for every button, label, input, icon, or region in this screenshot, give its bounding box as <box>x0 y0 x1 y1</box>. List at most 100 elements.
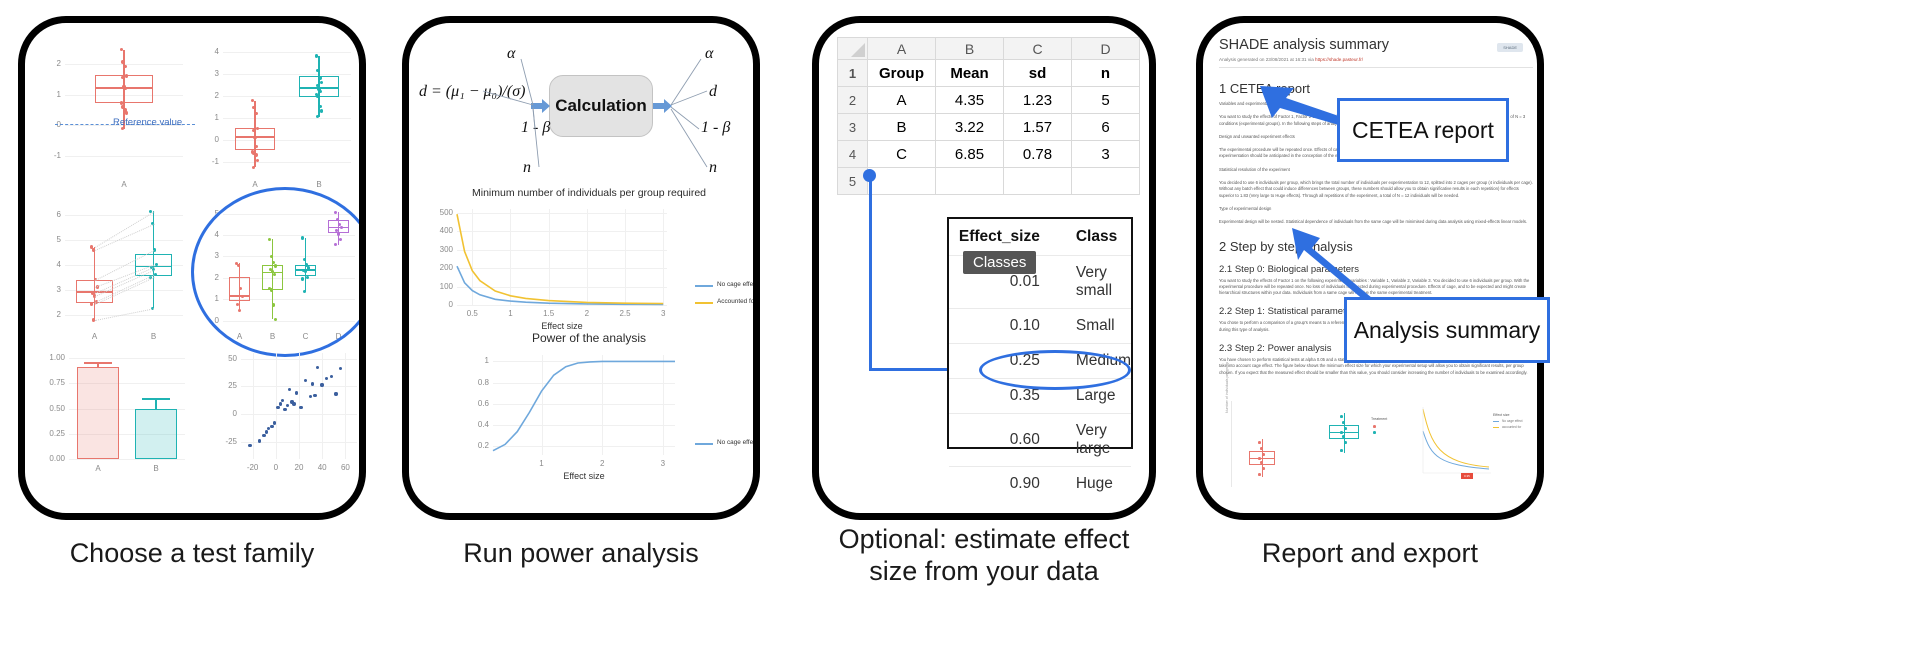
output-symbol-3: n <box>709 159 717 176</box>
spreadsheet-row-header[interactable]: 2 <box>837 86 868 114</box>
chart-power-xlabel: Effect size <box>563 471 605 481</box>
spreadsheet-cell[interactable]: Mean <box>935 59 1004 87</box>
spreadsheet-col-header[interactable]: C <box>1003 37 1072 60</box>
spreadsheet-cell[interactable]: 6.85 <box>935 140 1004 168</box>
report-block-title: Type of experimental design <box>1219 205 1272 211</box>
effect-size-value: 0.60 <box>949 413 1050 467</box>
spreadsheet-cell[interactable]: 1.57 <box>1003 113 1072 141</box>
data-point <box>316 68 320 73</box>
whisker <box>123 49 125 129</box>
y-tick-label: 0 <box>214 134 219 144</box>
report-block-title: Statistical resolution of the experiment <box>1219 166 1290 172</box>
data-point <box>121 105 125 109</box>
data-point <box>250 98 254 103</box>
legend-swatch <box>695 443 713 445</box>
fig2-legend-dot-b <box>1373 431 1376 434</box>
y-tick-label: 3 <box>56 284 61 294</box>
data-point <box>254 111 258 115</box>
data-point <box>120 126 124 131</box>
spreadsheet-col-header[interactable]: B <box>935 37 1004 60</box>
spreadsheet-cell[interactable]: 6 <box>1071 113 1140 141</box>
spreadsheet-cell[interactable] <box>1071 167 1140 195</box>
fig1-point <box>1258 457 1261 460</box>
scatter-point <box>308 394 313 398</box>
report-title: SHADE analysis summary <box>1219 37 1390 53</box>
effect-size-row[interactable]: 0.90 Huge <box>949 466 1131 501</box>
panel-2-caption: Run power analysis <box>463 538 699 568</box>
spreadsheet-cell[interactable]: 0.78 <box>1003 140 1072 168</box>
effect-size-row[interactable]: 0.60 Very large <box>949 413 1131 467</box>
spreadsheet-cell[interactable] <box>867 167 936 195</box>
report-subsection-heading: 2.1 Step 0: Biological parameters <box>1219 263 1359 275</box>
spreadsheet-corner[interactable] <box>837 37 868 60</box>
data-point <box>320 109 324 113</box>
spreadsheet-cell[interactable]: A <box>867 86 936 114</box>
data-point <box>119 101 123 105</box>
spreadsheet-cell[interactable]: sd <box>1003 59 1072 87</box>
x-tick-label: A <box>91 332 98 341</box>
spreadsheet-cell[interactable]: 3.22 <box>935 113 1004 141</box>
fig2-point <box>1342 435 1345 438</box>
fig1-point <box>1258 473 1261 476</box>
x-tick-label: 40 <box>317 463 327 472</box>
spreadsheet-row-header[interactable]: 3 <box>837 113 868 141</box>
y-tick-label: 1 <box>56 89 61 99</box>
y-tick-label: -1 <box>211 156 219 166</box>
median-line <box>135 265 172 268</box>
effect-size-row[interactable]: 0.10 Small <box>949 308 1131 344</box>
spreadsheet-row-header[interactable]: 5 <box>837 167 868 195</box>
spreadsheet-col-header[interactable]: A <box>867 37 936 60</box>
spreadsheet-cell[interactable] <box>1003 167 1072 195</box>
y-tick-label: 0 <box>232 409 237 419</box>
panel-choose-test-family[interactable]: 2 1 0 -1 A Reference value 4 3 2 1 0 -1 A B 6 5 4 3 2 A B 5 4 3… <box>18 16 366 520</box>
gridline <box>65 314 183 316</box>
chart-n-xlabel: Effect size <box>541 321 583 331</box>
panel-3-caption: Optional: estimate effect size from your… <box>800 524 1168 588</box>
spreadsheet-row-header[interactable]: 4 <box>837 140 868 168</box>
panel-estimate-effect-size[interactable]: A B C D 1 Group Mean sd n 2 A 4.35 1.23 5 3 B 3.22 1.57 6 4… <box>812 16 1156 520</box>
gridline <box>65 214 183 216</box>
report-divider <box>1219 67 1533 68</box>
data-point <box>90 245 94 249</box>
report-subtitle-link[interactable]: https://shade.pasteur.fr/ <box>1315 57 1364 62</box>
data-point <box>254 153 258 157</box>
gridline <box>493 425 675 427</box>
gridline <box>223 51 351 53</box>
spreadsheet-row-header[interactable]: 1 <box>837 59 868 87</box>
spreadsheet-cell[interactable] <box>935 167 1004 195</box>
effect-size-highlight-ellipse <box>979 350 1131 390</box>
spreadsheet-cell[interactable]: 5 <box>1071 86 1140 114</box>
gridline <box>65 156 183 158</box>
scatter-point <box>266 426 271 431</box>
scatter-point <box>276 405 280 410</box>
spreadsheet-cell[interactable]: 1.23 <box>1003 86 1072 114</box>
scatter-point <box>334 392 338 396</box>
spreadsheet-cell[interactable]: 3 <box>1071 140 1140 168</box>
report-figures: Number of individuals per group Treatment… <box>1221 362 1533 503</box>
spreadsheet-cell[interactable]: B <box>867 113 936 141</box>
spreadsheet-col-header[interactable]: D <box>1071 37 1140 60</box>
input-symbol-3: n <box>523 159 531 176</box>
spreadsheet-cell[interactable]: n <box>1071 59 1140 87</box>
spreadsheet[interactable]: A B C D 1 Group Mean sd n 2 A 4.35 1.23 5 3 B 3.22 1.57 6 4… <box>837 37 1140 195</box>
gridline <box>493 446 675 448</box>
fig2-point <box>1344 441 1347 444</box>
scatter-point <box>290 400 294 404</box>
spreadsheet-row: 3 B 3.22 1.57 6 <box>837 113 1140 141</box>
effect-size-class: Very small <box>1049 255 1131 309</box>
x-tick-label: 60 <box>340 463 350 472</box>
x-tick-label: 0 <box>273 463 279 472</box>
spreadsheet-cell[interactable]: 4.35 <box>935 86 1004 114</box>
spreadsheet-cell[interactable]: C <box>867 140 936 168</box>
spreadsheet-cell[interactable]: Group <box>867 59 936 87</box>
scatter-point <box>315 365 320 369</box>
y-tick-label: 0.50 <box>49 403 65 413</box>
data-point <box>93 277 98 282</box>
scatter-point <box>299 405 303 410</box>
x-tick-label: 2 <box>584 309 590 318</box>
x-tick-label: 20 <box>294 463 304 472</box>
y-tick-label: 50 <box>228 353 237 363</box>
data-point <box>320 80 324 85</box>
effect-size-class: Very large <box>1049 413 1131 467</box>
